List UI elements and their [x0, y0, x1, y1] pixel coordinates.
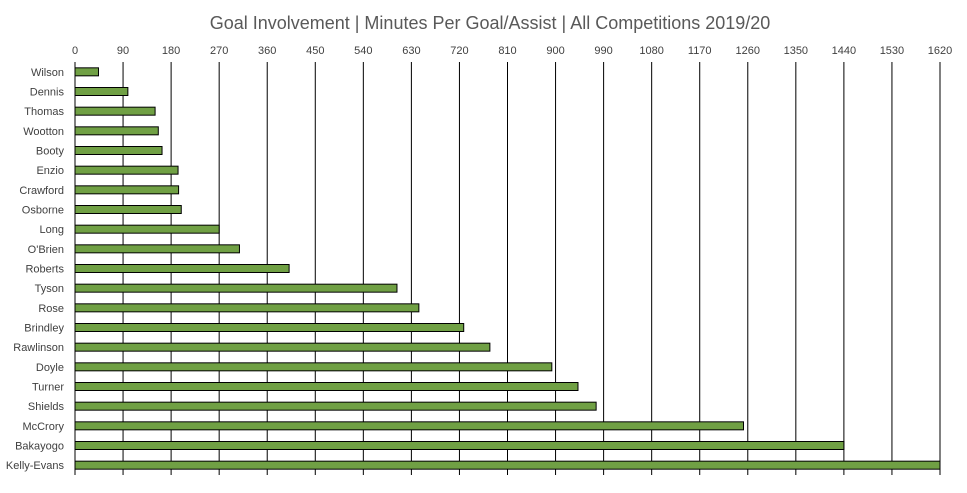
- bar-crawford: [74, 185, 180, 195]
- bar-enzio: [74, 165, 179, 175]
- x-axis-ticks: 0 90 180 270 360 450 540 630 720 810 900 990 1080 117…: [72, 45, 952, 57]
- bar-osborne: [74, 205, 182, 214]
- x-tick-label: 630: [402, 45, 420, 57]
- category-label: Enzio: [36, 165, 64, 177]
- x-tick-label: 540: [354, 45, 372, 57]
- x-tick-label: 990: [594, 45, 612, 57]
- x-tick-label: 1350: [784, 45, 808, 57]
- category-label: Crawford: [19, 185, 64, 197]
- category-label: Wilson: [31, 67, 64, 79]
- x-tick-label: 90: [117, 45, 129, 57]
- x-tick-label: 180: [162, 45, 180, 57]
- bar-o-brien: [74, 244, 240, 254]
- grid-lines: [74, 62, 941, 475]
- category-label: Doyle: [36, 362, 64, 374]
- category-label: Rose: [38, 303, 64, 315]
- x-tick-label: 0: [72, 45, 78, 57]
- x-tick-label: 900: [546, 45, 564, 57]
- category-label: Tyson: [35, 283, 64, 295]
- bar-wilson: [74, 67, 99, 77]
- bar-rawlinson: [74, 342, 491, 352]
- bar-kelly-evans: [74, 460, 941, 470]
- bar-long: [74, 224, 220, 234]
- x-tick-label: 1170: [688, 45, 712, 57]
- bar-wootton: [74, 126, 159, 136]
- category-label: Long: [40, 224, 64, 236]
- bar-mccrory: [74, 421, 745, 431]
- category-label: Kelly-Evans: [6, 460, 65, 472]
- x-tick-label: 270: [210, 45, 228, 57]
- bar-bakayogo: [74, 441, 845, 450]
- bar-roberts: [74, 264, 290, 273]
- bar-dennis: [74, 87, 129, 96]
- bar-shields: [74, 401, 597, 411]
- category-label: Wootton: [23, 126, 64, 138]
- x-tick-label: 1620: [928, 45, 952, 57]
- category-label: Thomas: [24, 106, 64, 118]
- bar-booty: [74, 146, 163, 155]
- category-label: O'Brien: [28, 244, 64, 256]
- category-label: Roberts: [25, 264, 64, 276]
- x-tick-label: 810: [498, 45, 516, 57]
- bar-brindley: [74, 323, 465, 332]
- category-label: Bakayogo: [15, 441, 64, 453]
- bar-rose: [74, 303, 420, 313]
- chart-title: Goal Involvement | Minutes Per Goal/Assi…: [210, 13, 771, 33]
- x-tick-label: 1440: [832, 45, 856, 57]
- bar-thomas: [74, 106, 156, 116]
- category-label: Osborne: [22, 205, 64, 217]
- x-tick-label: 360: [258, 45, 276, 57]
- bars: [74, 67, 941, 470]
- category-label: Brindley: [24, 323, 64, 335]
- category-label: Turner: [32, 382, 64, 394]
- x-tick-label: 720: [450, 45, 468, 57]
- bar-tyson: [74, 283, 398, 293]
- category-label: McCrory: [22, 421, 64, 433]
- category-label: Shields: [28, 401, 65, 413]
- x-tick-label: 450: [306, 45, 324, 57]
- bar-doyle: [74, 362, 553, 372]
- x-tick-label: 1260: [736, 45, 760, 57]
- y-axis-categories: Wilson Dennis Thomas Wootton Booty Enzio Crawf…: [6, 67, 65, 472]
- x-tick-label: 1080: [639, 45, 663, 57]
- x-tick-label: 1530: [880, 45, 904, 57]
- bar-turner: [74, 382, 579, 391]
- category-label: Dennis: [30, 87, 65, 99]
- category-label: Booty: [36, 146, 65, 158]
- category-label: Rawlinson: [13, 342, 64, 354]
